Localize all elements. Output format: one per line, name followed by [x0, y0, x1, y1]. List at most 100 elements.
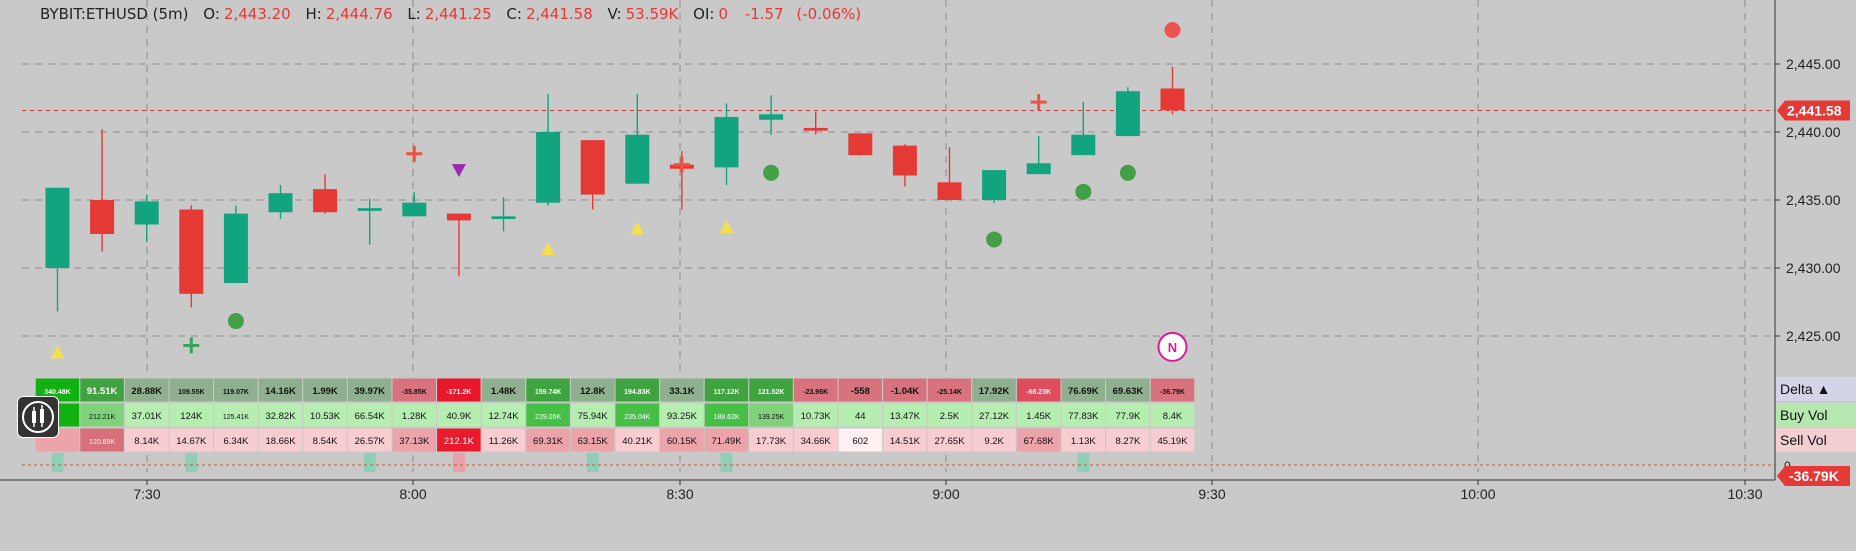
buy-vol-cell: 93.25K [667, 411, 698, 422]
dot-marker [1119, 164, 1136, 181]
buy-vol-cell-bg [480, 402, 527, 428]
sell-vol-cell: 8.14K [134, 436, 159, 447]
sell-vol-cell-bg [748, 427, 794, 453]
volume-bar [586, 453, 599, 472]
buy-vol-cell: 44 [855, 411, 866, 422]
volume-label: V: [607, 5, 622, 23]
candle-body [402, 202, 427, 217]
buy-vol-cell: 212.21K [89, 414, 115, 421]
time-tick-label: 9:30 [1198, 486, 1225, 502]
delta-cell: 14.16K [265, 386, 296, 397]
buy-vol-cell: 40.9K [446, 411, 471, 422]
dot-marker [227, 313, 244, 330]
sell-vol-cell: 14.67K [176, 436, 207, 447]
triangle-up-marker [541, 241, 556, 255]
sell-vol-cell: 8.54K [313, 436, 338, 447]
low-value: 2,441.25 [424, 5, 492, 23]
legend-bar: BYBIT:ETHUSD (5m) O: 2,443.20 H: 2,444.76 … [40, 5, 861, 23]
sell-vol-cell-bg [346, 427, 393, 453]
delta-cell: 117.12K [713, 389, 739, 396]
buy-vol-cell: 10.73K [801, 411, 832, 422]
price-tick-label: 2,435.00 [1786, 192, 1841, 208]
delta-row-label[interactable]: Delta ▲ [1776, 377, 1856, 401]
delta-cell: 39.97K [354, 386, 385, 397]
sell-vol-cell-bg [436, 427, 482, 453]
price-tick-label: 2,440.00 [1786, 124, 1841, 140]
sell-vol-row-label[interactable]: Sell Vol [1776, 428, 1856, 452]
sell-vol-cell-bg [480, 427, 527, 453]
delta-cell-bg [703, 377, 750, 403]
buy-vol-cell-bg [1149, 402, 1196, 428]
current-price-badge [1777, 100, 1850, 121]
sell-vol-cell: 34.66K [801, 436, 832, 447]
sell-vol-cell: 40.21K [622, 436, 653, 447]
delta-cell: 1.48K [491, 386, 516, 397]
delta-cell: 33.1K [669, 386, 694, 397]
candle-body [45, 187, 70, 268]
buy-vol-cell-bg [79, 402, 125, 428]
time-tick-label: 10:30 [1727, 486, 1762, 502]
dot-marker [1075, 183, 1092, 200]
open-label: O: [203, 5, 220, 23]
candle-body [223, 213, 248, 283]
sell-vol-cell-bg [792, 427, 839, 453]
sell-vol-cell: 27.65K [934, 436, 965, 447]
time-tick-label: 7:30 [133, 486, 160, 502]
sell-vol-cell-bg [525, 427, 571, 453]
sell-vol-cell-bg [1149, 427, 1196, 453]
buy-vol-cell-bg [703, 402, 750, 428]
delta-cell: 194.83K [624, 389, 650, 396]
buy-vol-cell-bg [792, 402, 839, 428]
candle-body [268, 193, 293, 213]
sell-vol-cell: 11.26K [489, 436, 519, 447]
delta-cell: 76.69K [1068, 386, 1099, 397]
delta-cell: 340.48K [44, 389, 70, 396]
delta-cell: 109.55K [178, 389, 204, 396]
volume-delta-table: 340.48K 91.51K 28.88K 109.55K 119.07K 14.16K 1… [22, 377, 1775, 472]
price-axis[interactable]: 2,445.00 2,440.00 2,435.00 2,430.00 2,425.00… [1774, 0, 1850, 486]
delta-cell-bg [168, 377, 215, 403]
buy-vol-cell: 1.45K [1026, 411, 1051, 422]
sell-vol-cell: 9.2K [984, 436, 1004, 447]
buy-vol-cell-bg [569, 402, 616, 428]
sell-vol-cell: 69.31K [533, 436, 564, 447]
symbol-label[interactable]: BYBIT:ETHUSD (5m) [40, 5, 189, 23]
candle-body [179, 209, 204, 294]
candle-body [580, 140, 605, 195]
buy-vol-cell: 37.01K [132, 411, 163, 422]
sell-vol-cell-bg [168, 427, 215, 453]
delta-cell-bg [569, 377, 616, 403]
time-tick-label: 8:30 [666, 486, 693, 502]
dot-marker [763, 164, 780, 181]
buy-vol-cell: 75.94K [578, 411, 609, 422]
sell-vol-cell: 1.13K [1071, 436, 1096, 447]
volume-bar [720, 453, 733, 472]
buy-vol-cell-bg [257, 402, 304, 428]
candle-body [536, 132, 561, 203]
delta-cell-bg [792, 377, 839, 403]
sell-vol-cell: 67.68K [1024, 436, 1055, 447]
time-axis[interactable]: 7:30 8:00 8:30 9:00 9:30 10:00 10:30 [0, 479, 1775, 502]
close-value: 2,441.58 [525, 5, 593, 23]
candles-logo-icon[interactable] [17, 396, 59, 438]
delta-cell: -1.04K [891, 386, 920, 397]
candle-body [357, 208, 382, 211]
sell-vol-cell: 120.69K [89, 439, 115, 446]
buy-vol-cell: 2.5K [940, 411, 960, 422]
time-tick-label: 9:00 [932, 486, 959, 502]
candle-body [446, 213, 471, 221]
buy-vol-row-label[interactable]: Buy Vol [1776, 403, 1856, 427]
sell-vol-cell: 14.51K [890, 436, 921, 447]
time-tick-label: 8:00 [399, 486, 426, 502]
candle-body [1160, 88, 1185, 111]
volume-bar [51, 453, 64, 472]
buy-vol-cell: 10.53K [310, 411, 341, 422]
delta-cell-bg [123, 377, 170, 403]
buy-vol-cell: 188.62K [713, 414, 739, 421]
high-label: H: [305, 5, 322, 23]
open-value: 2,443.20 [223, 5, 291, 23]
candle-body [491, 216, 516, 220]
sell-vol-cell: 17.73K [756, 436, 787, 447]
candle-body [90, 200, 115, 234]
